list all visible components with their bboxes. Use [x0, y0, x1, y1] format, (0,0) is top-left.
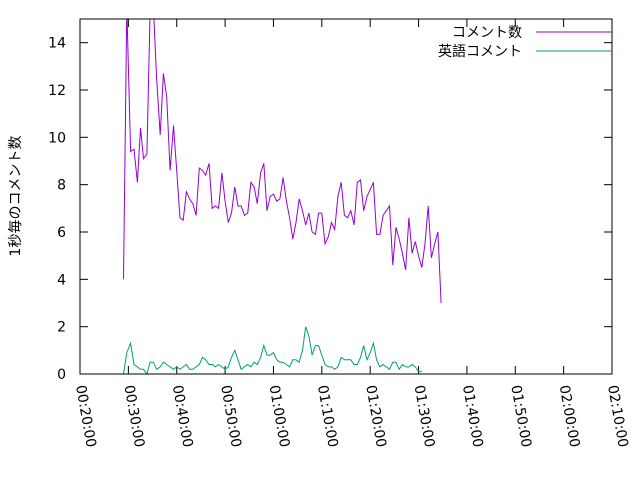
y-tick-label: 6	[57, 225, 66, 241]
plot-frame	[79, 18, 613, 375]
x-tick-label: 00:30:00	[120, 384, 147, 449]
axis-ticks	[79, 19, 613, 375]
y-axis-label: 1秒毎のコメント数	[8, 136, 24, 257]
y-tick-label: 8	[57, 178, 66, 194]
x-tick-label: 02:00:00	[556, 384, 583, 449]
legend-label: 英語コメント	[438, 43, 522, 60]
y-tick-label: 2	[57, 320, 66, 336]
y-tick-labels: 0 2 4 6 8 10 12 14	[48, 36, 66, 383]
x-tick-label: 01:10:00	[314, 384, 341, 449]
legend-label: コメント数	[452, 25, 522, 41]
y-tick-label: 14	[48, 36, 66, 52]
x-tick-label: 01:30:00	[411, 384, 438, 449]
series-line-1	[123, 326, 422, 374]
y-tick-label: 0	[57, 367, 66, 383]
x-tick-labels: 00:20:00 00:30:00 00:40:00 00:50:00 01:00:00…	[72, 384, 631, 449]
x-tick-label: 01:50:00	[507, 384, 534, 449]
x-tick-label: 00:40:00	[169, 384, 196, 449]
y-tick-label: 10	[48, 130, 66, 146]
x-tick-label: 00:20:00	[72, 384, 99, 449]
x-tick-label: 01:40:00	[459, 384, 486, 449]
y-tick-label: 4	[57, 272, 66, 288]
x-tick-label: 01:00:00	[266, 384, 293, 449]
series-group	[123, 19, 442, 374]
x-tick-label: 00:50:00	[217, 384, 244, 449]
x-tick-label: 02:10:00	[604, 384, 631, 449]
y-tick-label: 12	[48, 83, 66, 99]
series-line-0	[123, 19, 442, 304]
x-tick-label: 01:20:00	[362, 384, 389, 449]
